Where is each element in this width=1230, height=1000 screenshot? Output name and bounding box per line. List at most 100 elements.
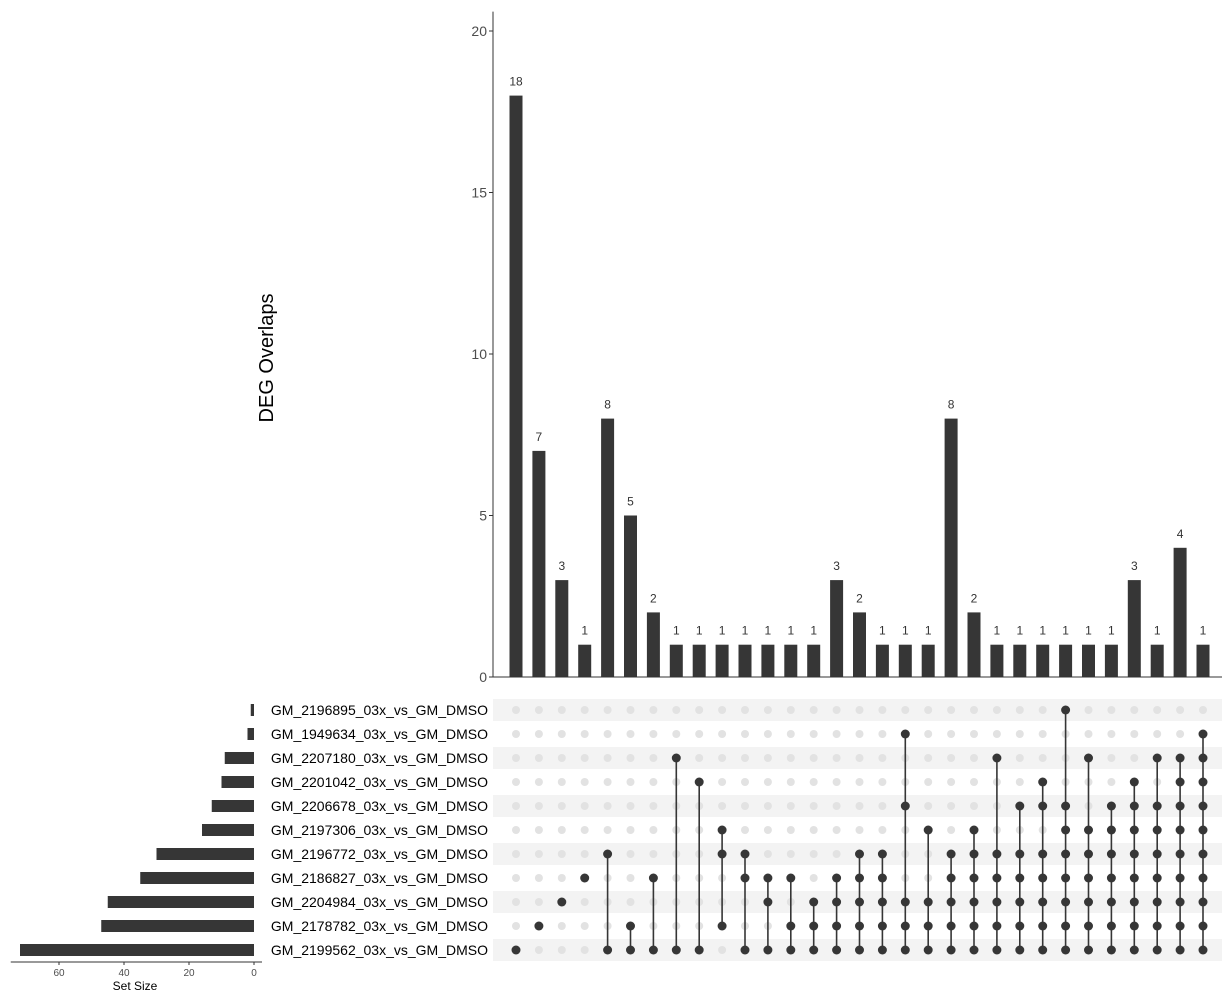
matrix-dot-active (969, 849, 979, 859)
matrix-dot-active (786, 945, 796, 955)
matrix-dot-active (923, 921, 933, 931)
intersection-bar (555, 580, 569, 677)
matrix-dot-inactive (741, 778, 749, 786)
matrix-dot-inactive (626, 706, 635, 714)
matrix-dot-inactive (809, 826, 818, 834)
matrix-dot-inactive (580, 802, 589, 810)
intersection-bar (967, 612, 981, 677)
set-size-bar (20, 944, 254, 956)
matrix-dot-inactive (763, 706, 772, 714)
matrix-dot-active (1061, 945, 1071, 955)
matrix-dot-inactive (534, 730, 543, 738)
intersection-bar-label: 1 (719, 624, 726, 638)
matrix-dot-inactive (718, 706, 727, 714)
matrix-dot-inactive (649, 754, 658, 762)
matrix-dot-active (877, 945, 887, 955)
matrix-dot-active (1106, 873, 1116, 883)
set-size-tick-label: 40 (118, 968, 130, 979)
intersection-bar-label: 1 (1016, 624, 1023, 638)
matrix-dot-inactive (557, 754, 566, 762)
intersection-bar (1173, 547, 1187, 677)
matrix-dot-inactive (992, 730, 1001, 738)
matrix-dot-inactive (534, 874, 543, 882)
matrix-dot-inactive (534, 850, 543, 858)
matrix-dot-inactive (512, 802, 520, 810)
matrix-dot-inactive (992, 706, 1001, 714)
matrix-dot-active (1152, 921, 1162, 931)
y-axis-title: DEG Overlaps (256, 294, 278, 423)
set-size-bar (221, 776, 254, 788)
intersection-bar (875, 644, 889, 677)
matrix-dot-active (717, 825, 727, 835)
matrix-dot-active (1061, 801, 1071, 811)
intersection-bar-label: 1 (1154, 624, 1161, 638)
intersection-bar-label: 1 (673, 624, 680, 638)
set-size-bar (101, 920, 254, 932)
set-name-label: GM_2196895_03x_vs_GM_DMSO (271, 702, 488, 718)
intersection-bar (784, 644, 798, 677)
set-name-label: GM_2197306_03x_vs_GM_DMSO (271, 822, 488, 838)
matrix-dot-active (1015, 801, 1025, 811)
matrix-dot-active (992, 945, 1002, 955)
matrix-dot-inactive (580, 826, 589, 834)
intersection-bar (1059, 644, 1073, 677)
matrix-dot-active (511, 945, 521, 955)
matrix-dot-inactive (832, 706, 841, 714)
matrix-dot-active (969, 897, 979, 907)
matrix-dot-active (1106, 825, 1116, 835)
intersection-bar (624, 515, 637, 677)
matrix-dot-inactive (1107, 730, 1116, 738)
matrix-dot-inactive (626, 898, 635, 906)
matrix-dot-active (1152, 801, 1162, 811)
matrix-dot-inactive (1038, 706, 1047, 714)
set-size-bars (20, 704, 254, 956)
matrix-dot-inactive (718, 778, 727, 786)
matrix-dot-inactive (1038, 730, 1047, 738)
matrix-dot-inactive (1130, 706, 1139, 714)
matrix-dot-inactive (1130, 730, 1139, 738)
matrix-dot-inactive (741, 802, 749, 810)
matrix-dot-active (969, 825, 979, 835)
matrix-dot-inactive (603, 754, 612, 762)
intersection-bar-label: 2 (650, 591, 657, 605)
matrix-dot-inactive (557, 922, 566, 930)
matrix-dot-active (946, 897, 956, 907)
matrix-dot-active (1106, 849, 1116, 859)
matrix-dot-active (1152, 873, 1162, 883)
matrix-dot-inactive (741, 754, 749, 762)
matrix-dot-inactive (947, 730, 956, 738)
matrix-dot-inactive (603, 778, 612, 786)
matrix-dot-active (877, 849, 887, 859)
intersection-bar (509, 95, 523, 678)
matrix-dot-inactive (580, 922, 589, 930)
matrix-dot-active (1198, 849, 1208, 859)
matrix-dot-inactive (878, 754, 887, 762)
matrix-dot-inactive (809, 706, 818, 714)
intersection-bar-label: 3 (1131, 559, 1138, 573)
matrix-dot-inactive (741, 706, 749, 714)
intersection-bars (509, 95, 1210, 678)
matrix-dot-active (1175, 825, 1185, 835)
matrix-dot-inactive (832, 826, 841, 834)
matrix-dot-active (694, 777, 704, 787)
matrix-dot-active (1198, 753, 1208, 763)
matrix-dot-active (1084, 849, 1093, 859)
set-size-bar (202, 824, 254, 836)
matrix-dot-inactive (786, 730, 795, 738)
matrix-dot-inactive (763, 730, 772, 738)
matrix-dot-inactive (649, 802, 658, 810)
matrix-dot-inactive (649, 778, 658, 786)
matrix-dot-inactive (626, 826, 635, 834)
matrix-dot-inactive (855, 754, 864, 762)
matrix-dot-active (1175, 753, 1185, 763)
intersection-bar (944, 418, 958, 677)
set-size-bar (107, 896, 254, 908)
matrix-dot-inactive (580, 706, 589, 714)
intersection-bar-label: 4 (1177, 527, 1184, 541)
matrix-dot-active (1129, 897, 1139, 907)
set-size-tick-label: 0 (251, 968, 257, 979)
matrix-dot-inactive (718, 754, 727, 762)
matrix-dot-inactive (947, 706, 956, 714)
